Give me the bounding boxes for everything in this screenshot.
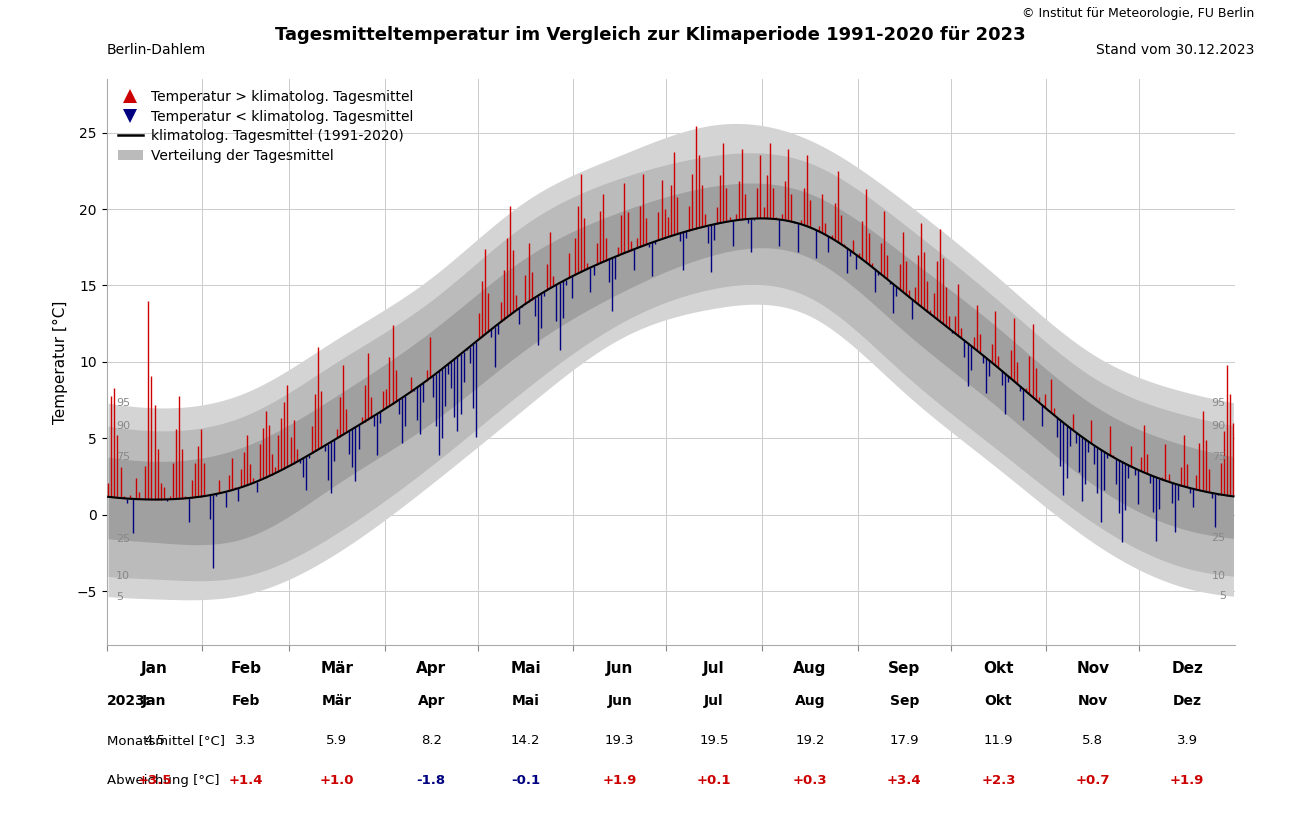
Text: Apr: Apr (417, 694, 445, 707)
Text: +1.9: +1.9 (1170, 774, 1204, 787)
Text: Sep: Sep (889, 694, 919, 707)
Text: 19.3: 19.3 (604, 734, 634, 747)
Text: 8.2: 8.2 (421, 734, 442, 747)
Text: 14.2: 14.2 (511, 734, 541, 747)
Text: +0.1: +0.1 (697, 774, 732, 787)
Text: Nov: Nov (1076, 661, 1109, 676)
Text: Dez: Dez (1171, 661, 1202, 676)
Text: 10: 10 (116, 572, 130, 582)
Text: 5.8: 5.8 (1083, 734, 1104, 747)
Text: 19.5: 19.5 (699, 734, 729, 747)
Text: +1.4: +1.4 (229, 774, 263, 787)
Text: 90: 90 (1212, 420, 1226, 430)
Text: 19.2: 19.2 (796, 734, 824, 747)
Text: 25: 25 (116, 533, 130, 544)
Text: 75: 75 (1212, 452, 1226, 462)
Text: Aug: Aug (793, 661, 827, 676)
Text: 2023:: 2023: (107, 694, 151, 707)
Text: Jun: Jun (607, 694, 632, 707)
Text: Jul: Jul (705, 694, 724, 707)
Text: 5: 5 (116, 592, 124, 602)
Text: -0.1: -0.1 (511, 774, 540, 787)
Text: Feb: Feb (230, 661, 261, 676)
Text: Mai: Mai (512, 694, 540, 707)
Legend: Temperatur > klimatolog. Tagesmittel, Temperatur < klimatolog. Tagesmittel, klim: Temperatur > klimatolog. Tagesmittel, Te… (112, 85, 419, 168)
Text: Mai: Mai (510, 661, 541, 676)
Text: Feb: Feb (231, 694, 260, 707)
Text: +1.9: +1.9 (603, 774, 637, 787)
Text: +3.4: +3.4 (887, 774, 922, 787)
Text: Mär: Mär (320, 661, 354, 676)
Text: 5.9: 5.9 (326, 734, 347, 747)
Text: 17.9: 17.9 (889, 734, 919, 747)
Text: © Institut für Meteorologie, FU Berlin: © Institut für Meteorologie, FU Berlin (1022, 7, 1254, 20)
Text: 95: 95 (1212, 398, 1226, 408)
Text: Stand vom 30.12.2023: Stand vom 30.12.2023 (1096, 43, 1254, 57)
Text: 3.9: 3.9 (1176, 734, 1197, 747)
Text: Tagesmitteltemperatur im Vergleich zur Klimaperiode 1991-2020 für 2023: Tagesmitteltemperatur im Vergleich zur K… (274, 26, 1026, 44)
Text: Jun: Jun (606, 661, 633, 676)
Text: 95: 95 (116, 399, 130, 409)
Text: Berlin-Dahlem: Berlin-Dahlem (107, 43, 205, 57)
Text: Nov: Nov (1078, 694, 1108, 707)
Y-axis label: Temperatur [°C]: Temperatur [°C] (53, 300, 68, 423)
Text: +0.7: +0.7 (1075, 774, 1110, 787)
Text: Okt: Okt (983, 661, 1014, 676)
Text: Monatsmittel [°C]: Monatsmittel [°C] (107, 734, 225, 747)
Text: +0.3: +0.3 (793, 774, 827, 787)
Text: -1.8: -1.8 (416, 774, 446, 787)
Text: 25: 25 (1212, 533, 1226, 543)
Text: 10: 10 (1212, 572, 1226, 582)
Text: Jul: Jul (703, 661, 725, 676)
Text: 90: 90 (116, 421, 130, 431)
Text: Jan: Jan (142, 694, 166, 707)
Text: Apr: Apr (416, 661, 446, 676)
Text: Sep: Sep (888, 661, 920, 676)
Text: Jan: Jan (142, 661, 168, 676)
Text: 75: 75 (116, 452, 130, 462)
Text: 11.9: 11.9 (984, 734, 1013, 747)
Text: Mär: Mär (322, 694, 352, 707)
Text: +1.0: +1.0 (320, 774, 354, 787)
Text: Abweichung [°C]: Abweichung [°C] (107, 774, 220, 787)
Text: +2.3: +2.3 (982, 774, 1015, 787)
Text: +3.5: +3.5 (138, 774, 172, 787)
Text: Aug: Aug (794, 694, 826, 707)
Text: 5: 5 (1218, 592, 1226, 602)
Text: 4.5: 4.5 (144, 734, 165, 747)
Text: Okt: Okt (984, 694, 1013, 707)
Text: 3.3: 3.3 (235, 734, 256, 747)
Text: Dez: Dez (1173, 694, 1201, 707)
